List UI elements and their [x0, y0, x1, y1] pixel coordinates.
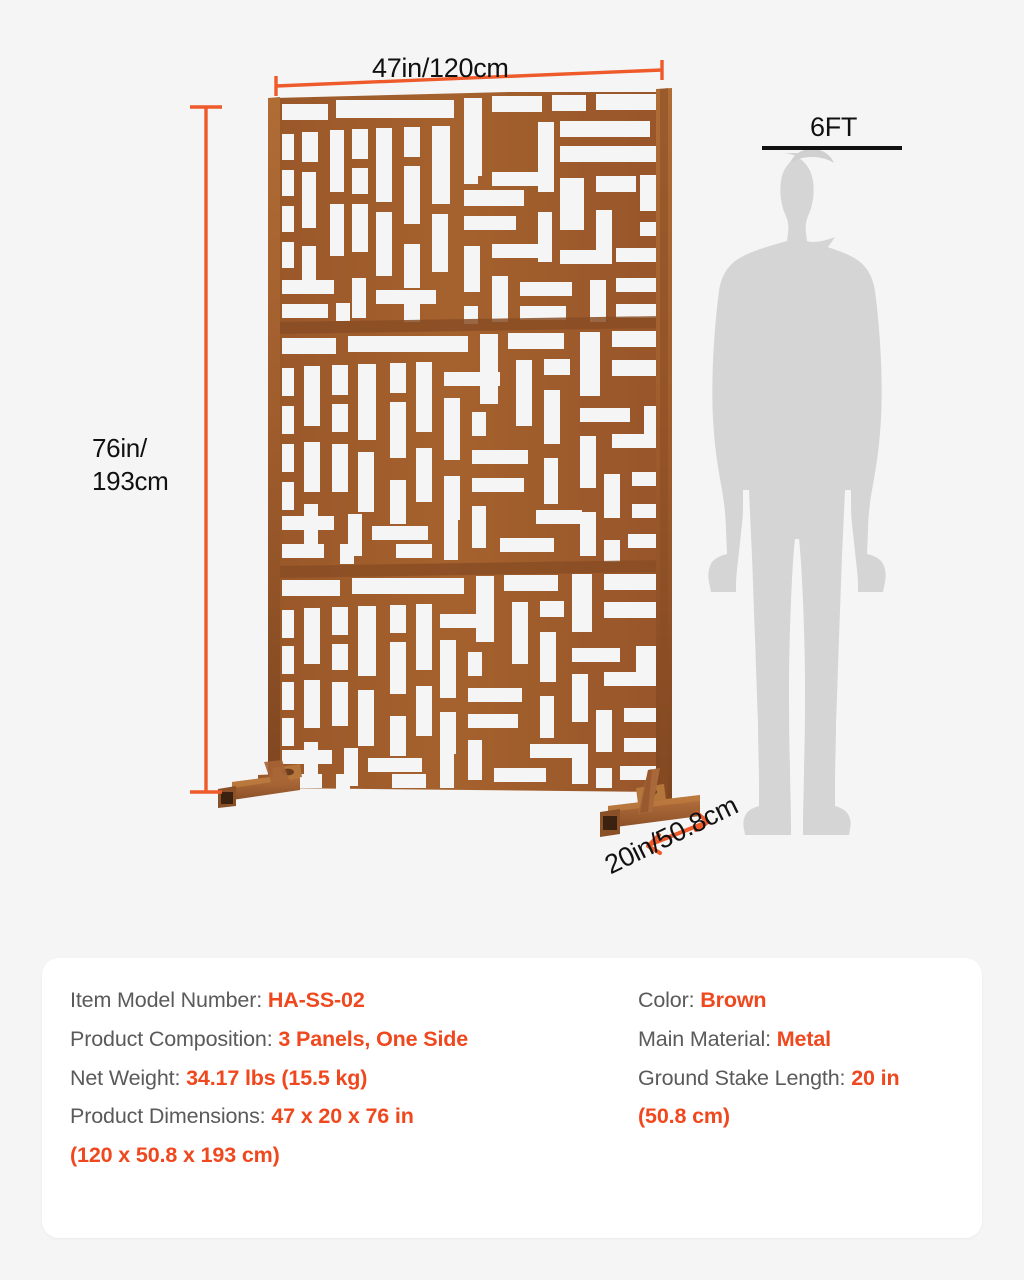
- product-diagram: 47in/120cm 76in/ 193cm 20in/50.8cm 6FT: [92, 53, 902, 880]
- spec-value: 20 in: [851, 1065, 900, 1090]
- dim-arrow-depth: [646, 811, 710, 855]
- spec-label: Color:: [638, 988, 701, 1012]
- spec-label: Ground Stake Length:: [638, 1065, 852, 1090]
- spec-value: HA-SS-02: [267, 988, 365, 1012]
- ground-stake-left: [218, 760, 302, 808]
- privacy-screen-panel: [218, 88, 700, 837]
- person-height-label: 6FT: [810, 112, 858, 142]
- spec-row: Net Weight: 34.17 lbs (15.5 kg): [70, 1061, 628, 1096]
- panel-seam-lower: [276, 560, 664, 578]
- spec-column-left: Item Model Number: HA-SS-02 Product Comp…: [70, 983, 628, 1238]
- dimension-label-height: 76in/ 193cm: [92, 433, 169, 496]
- spec-row: Product Dimensions: 47 x 20 x 76 in: [70, 1099, 628, 1134]
- spec-column-right: Color: Brown Main Material: Metal Ground…: [628, 983, 982, 1238]
- spec-row: Main Material: Metal: [638, 1022, 982, 1057]
- spec-label: Product Composition:: [70, 1026, 279, 1051]
- spec-label: Main Material:: [638, 1026, 777, 1051]
- spec-label: Net Weight:: [70, 1065, 187, 1090]
- spec-value: 34.17 lbs (15.5 kg): [186, 1065, 368, 1090]
- spec-label: Item Model Number:: [70, 988, 268, 1012]
- spec-row: (120 x 50.8 x 193 cm): [70, 1138, 628, 1173]
- dimension-lines: [190, 60, 664, 794]
- dim-line-width: [275, 68, 663, 88]
- ground-stake-right: [600, 768, 700, 837]
- spec-value: (120 x 50.8 x 193 cm): [70, 1143, 280, 1168]
- specification-card: Item Model Number: HA-SS-02 Product Comp…: [42, 958, 982, 1238]
- spec-row: Product Composition: 3 Panels, One Side: [70, 1022, 628, 1057]
- frame-post-right-shade: [660, 88, 668, 800]
- spec-value: 47 x 20 x 76 in: [271, 1104, 414, 1129]
- spec-row: Ground Stake Length: 20 in: [638, 1061, 982, 1096]
- person-silhouette: [708, 149, 886, 835]
- spec-value: 3 Panels, One Side: [278, 1026, 469, 1051]
- specification-grid: Item Model Number: HA-SS-02 Product Comp…: [42, 958, 982, 1238]
- spec-row: Item Model Number: HA-SS-02: [70, 983, 628, 1018]
- panel-face: [274, 88, 666, 792]
- spec-value: Brown: [700, 988, 767, 1012]
- spec-value: (50.8 cm): [638, 1104, 730, 1129]
- frame-post-left: [268, 97, 280, 790]
- spec-row: Color: Brown: [638, 983, 982, 1018]
- spec-row: (50.8 cm): [638, 1099, 982, 1134]
- spec-label: Product Dimensions:: [70, 1104, 272, 1129]
- panel-seam-upper: [276, 316, 664, 334]
- dimension-label-width: 47in/120cm: [372, 53, 509, 83]
- diagram-svg: [190, 60, 902, 855]
- spec-value: Metal: [776, 1026, 831, 1051]
